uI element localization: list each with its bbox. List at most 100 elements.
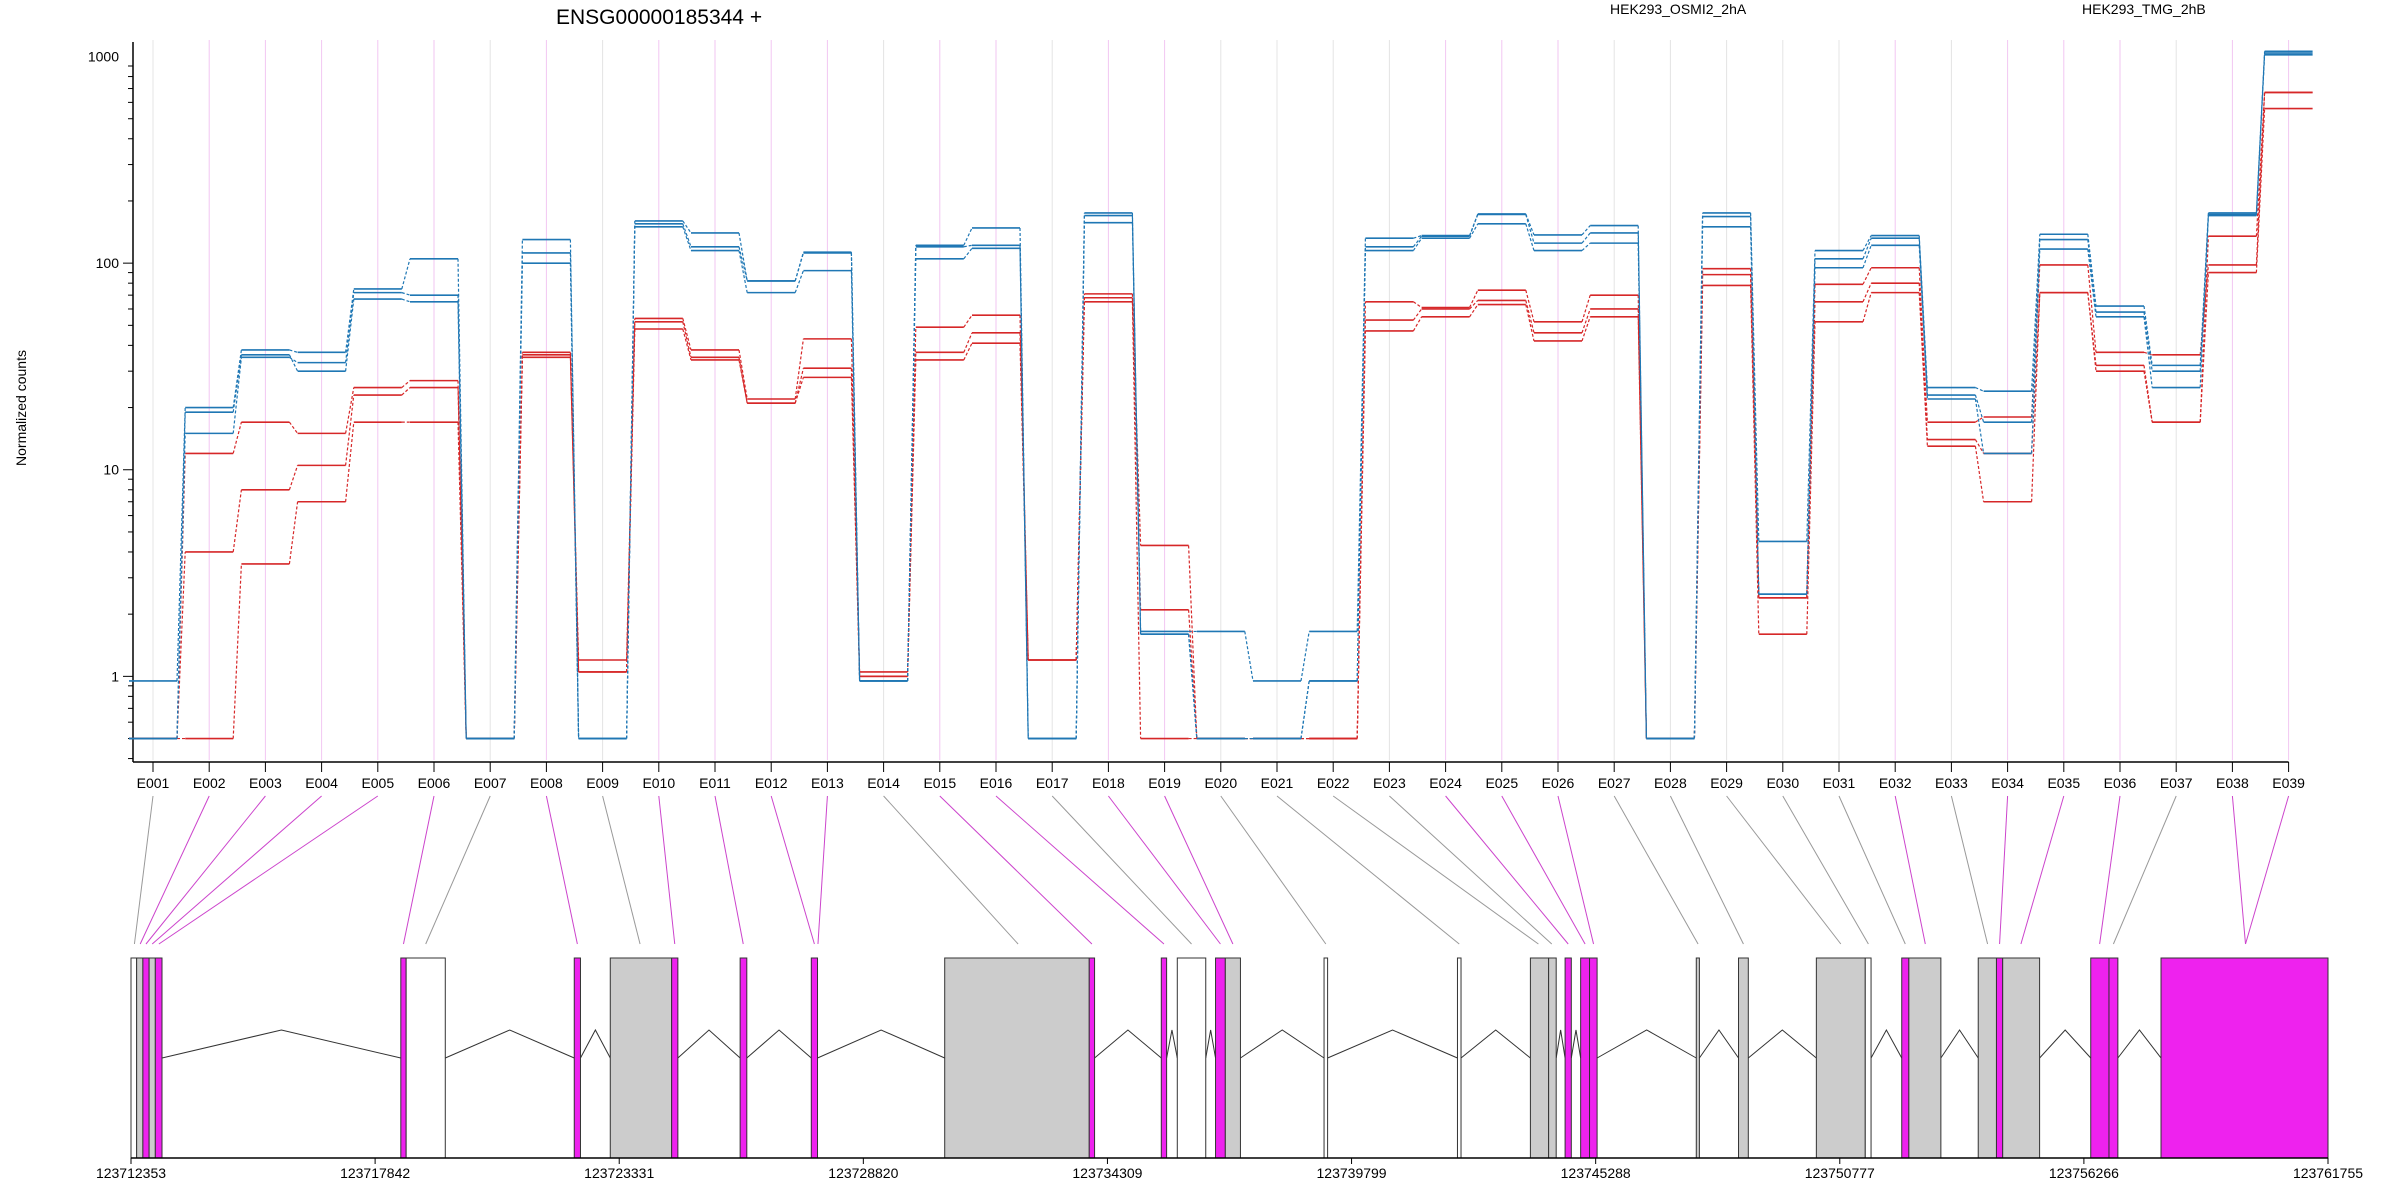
data-riser xyxy=(1637,225,1647,739)
data-riser xyxy=(963,227,973,246)
x-tick-label: E008 xyxy=(530,775,563,791)
data-riser xyxy=(1862,245,1872,268)
data-riser xyxy=(2255,108,2266,273)
connector-E036 xyxy=(2099,795,2121,945)
intron-line xyxy=(1570,1029,1582,1059)
connector-E004 xyxy=(151,795,322,945)
data-riser xyxy=(513,357,523,739)
connector-E007 xyxy=(425,795,491,945)
data-riser xyxy=(1412,237,1423,251)
data-riser xyxy=(2143,311,2153,372)
intron-line xyxy=(580,1028,611,1059)
x-tick-label: E006 xyxy=(418,775,451,791)
data-riser xyxy=(1412,308,1423,321)
x-tick-label: E019 xyxy=(1148,775,1181,791)
connector-E012 xyxy=(770,795,815,945)
data-riser xyxy=(401,258,411,290)
exon-block xyxy=(2160,957,2329,1159)
exon-block xyxy=(739,957,748,1159)
connector-E010 xyxy=(658,795,676,945)
data-riser xyxy=(1413,301,1422,308)
data-riser xyxy=(232,349,242,408)
data-riser xyxy=(1862,267,1872,285)
connector-E032 xyxy=(1894,795,1926,945)
connector-E022 xyxy=(1332,795,1539,945)
data-riser xyxy=(1131,301,1142,739)
data-riser xyxy=(2199,236,2209,423)
data-riser xyxy=(1862,238,1872,259)
exon-block xyxy=(1160,957,1168,1159)
data-riser xyxy=(1525,223,1535,251)
x-tick-label: E039 xyxy=(2272,775,2305,791)
data-riser xyxy=(794,270,804,293)
exon-block xyxy=(1088,957,1096,1159)
genomic-tick-label: 123756266 xyxy=(2049,1165,2119,1181)
intron-line xyxy=(1555,1029,1566,1059)
connector-E037 xyxy=(2112,795,2177,945)
data-riser xyxy=(401,292,411,296)
exon-block xyxy=(810,957,819,1159)
connector-E021 xyxy=(1276,795,1460,945)
x-tick-label: E014 xyxy=(867,775,900,791)
x-tick-label: E020 xyxy=(1204,775,1237,791)
exon-block xyxy=(944,957,1090,1159)
exon-block xyxy=(148,957,156,1159)
data-riser xyxy=(963,332,973,353)
data-riser xyxy=(2031,249,2041,454)
data-riser xyxy=(1525,290,1535,322)
data-riser xyxy=(1469,304,1479,318)
y-axis-label: Normalized counts xyxy=(13,350,29,466)
intron-line xyxy=(1460,1029,1531,1059)
genomic-tick-label: 123728820 xyxy=(828,1165,898,1181)
x-tick-label: E026 xyxy=(1542,775,1575,791)
y-tick-label: 1000 xyxy=(88,49,119,65)
exon-block xyxy=(400,957,407,1159)
data-riser xyxy=(1356,330,1366,739)
series-layer xyxy=(129,50,2313,740)
data-riser xyxy=(2087,292,2097,372)
x-tick-label: E032 xyxy=(1879,775,1912,791)
connector-E005 xyxy=(158,795,379,945)
connector-E026 xyxy=(1557,795,1595,945)
intron-line xyxy=(1698,1029,1739,1059)
connector-E028 xyxy=(1669,795,1744,945)
exon-block xyxy=(1548,957,1557,1159)
exon-block xyxy=(1224,957,1241,1159)
data-riser xyxy=(1918,292,1928,447)
genomic-tick-label: 123750777 xyxy=(1805,1165,1875,1181)
connector-E029 xyxy=(1726,795,1842,945)
data-riser xyxy=(1581,316,1591,342)
x-tick-label: E023 xyxy=(1373,775,1406,791)
x-tick-label: E004 xyxy=(305,775,338,791)
data-riser xyxy=(907,258,917,681)
x-tick-label: E013 xyxy=(811,775,844,791)
data-riser xyxy=(176,412,186,739)
data-riser xyxy=(1412,316,1423,332)
x-tick-label: E022 xyxy=(1317,775,1350,791)
exon-block xyxy=(671,957,679,1159)
exon-block xyxy=(1864,957,1872,1159)
exon-block xyxy=(1815,957,1866,1159)
intron-line xyxy=(1094,1029,1162,1059)
data-riser xyxy=(1525,213,1535,236)
data-riser xyxy=(794,377,804,404)
connector-E024 xyxy=(1445,795,1569,945)
exon-block xyxy=(1908,957,1942,1159)
connector-E009 xyxy=(602,795,641,945)
data-riser xyxy=(1356,250,1366,681)
data-riser xyxy=(794,252,804,282)
data-riser xyxy=(1637,243,1647,739)
data-riser xyxy=(288,501,299,565)
data-riser xyxy=(513,263,523,739)
data-riser xyxy=(1974,446,1985,502)
data-riser xyxy=(457,301,467,739)
data-riser xyxy=(1525,300,1535,333)
intron-line xyxy=(1327,1029,1458,1059)
data-riser xyxy=(626,226,636,739)
legend-entry-tmg: HEK293_TMG_2hB xyxy=(2082,1,2206,17)
data-riser xyxy=(682,318,692,351)
data-riser xyxy=(1581,225,1591,236)
data-riser xyxy=(345,299,355,372)
x-tick-label: E030 xyxy=(1766,775,1799,791)
data-riser xyxy=(2143,305,2153,366)
